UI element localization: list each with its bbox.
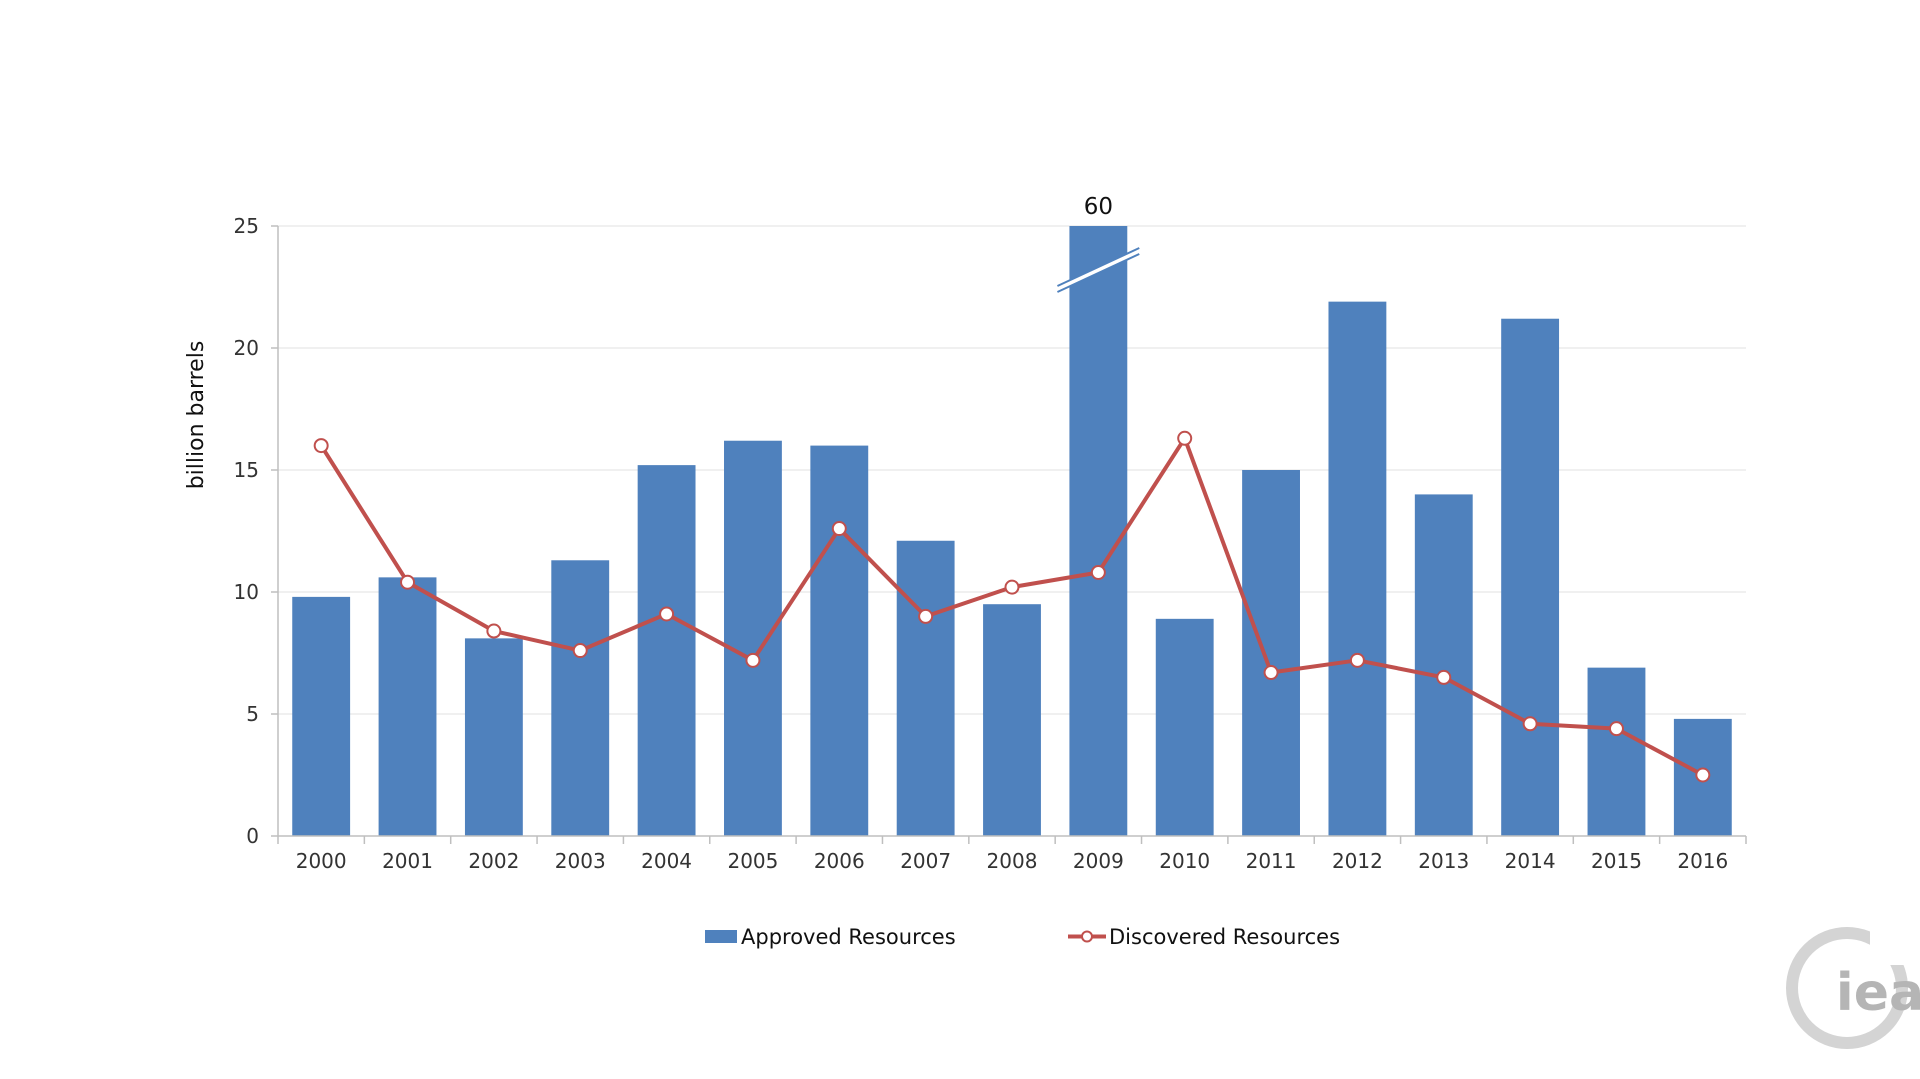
bar <box>1069 226 1128 836</box>
x-tick-label: 2009 <box>1073 849 1124 873</box>
x-tick-label: 2014 <box>1505 849 1556 873</box>
legend-marker-discovered <box>1081 930 1093 943</box>
x-axis-ticks: 2000 2001 2002 2003 2004 2005 2006 2007 2008 2009… <box>277 836 1747 873</box>
bar <box>637 465 696 836</box>
y-tick-label: 15 <box>234 458 259 482</box>
y-tick-label: 25 <box>234 214 259 238</box>
y-tick-label: 20 <box>234 336 259 360</box>
x-tick-label: 2006 <box>814 849 865 873</box>
line-point <box>918 608 934 624</box>
logo-ring <box>1786 927 1908 1049</box>
line-point <box>1436 669 1452 685</box>
y-tick-label: 5 <box>246 702 259 726</box>
line-point <box>400 574 416 590</box>
line-series <box>313 430 1711 783</box>
bar <box>1587 667 1646 836</box>
x-tick-label: 2016 <box>1677 849 1728 873</box>
line-point <box>572 643 588 659</box>
bar <box>896 540 955 836</box>
y-tick-label: 10 <box>234 580 259 604</box>
axis-break-line <box>1057 253 1140 293</box>
axes <box>277 226 1746 837</box>
x-tick-label: 2008 <box>987 849 1038 873</box>
y-tick-label: 0 <box>246 824 259 848</box>
bar <box>292 596 351 836</box>
bar <box>1501 318 1560 837</box>
bar <box>1328 301 1387 836</box>
x-tick-label: 2003 <box>555 849 606 873</box>
line-point <box>1349 652 1365 668</box>
bar-value-label: 60 <box>1084 194 1113 220</box>
line-point <box>1177 430 1193 446</box>
bar <box>1155 618 1214 836</box>
axis-break-gap <box>1057 248 1140 292</box>
line-point <box>1608 721 1624 737</box>
line-point <box>745 652 761 668</box>
axis-break: 60 <box>1057 194 1140 293</box>
x-tick-label: 2010 <box>1159 849 1210 873</box>
x-tick-label: 2000 <box>296 849 347 873</box>
bar <box>551 560 610 836</box>
bar <box>983 604 1041 836</box>
bar <box>724 440 782 836</box>
bar <box>1242 470 1300 836</box>
y-axis-title: billion barrels <box>184 341 209 490</box>
line-point <box>486 623 502 639</box>
bar <box>810 445 869 836</box>
x-tick-label: 2012 <box>1332 849 1383 873</box>
bar <box>1414 494 1473 836</box>
bar-series <box>292 226 1732 837</box>
x-tick-label: 2002 <box>468 849 519 873</box>
legend: Approved Resources Discovered Resources <box>705 925 1340 949</box>
x-tick-label: 2004 <box>641 849 692 873</box>
x-tick-label: 2013 <box>1418 849 1469 873</box>
line-point <box>1522 716 1538 732</box>
logo-text: iea <box>1836 963 1920 1023</box>
x-tick-label: 2007 <box>900 849 951 873</box>
x-tick-label: 2005 <box>727 849 778 873</box>
axis-break-line <box>1057 247 1140 287</box>
legend-label-approved: Approved Resources <box>741 925 956 949</box>
line-point <box>1090 564 1106 580</box>
y-axis-ticks: 0 5 10 15 20 25 <box>234 214 278 848</box>
legend-swatch-approved <box>705 930 737 943</box>
x-tick-label: 2015 <box>1591 849 1642 873</box>
iea-logo: iea <box>1786 925 1920 1049</box>
logo-ring-gap <box>1870 925 1920 965</box>
line-point <box>1695 767 1711 783</box>
legend-label-discovered: Discovered Resources <box>1109 925 1340 949</box>
line-point <box>1004 579 1020 595</box>
x-tick-label: 2011 <box>1246 849 1297 873</box>
line-point <box>1263 665 1279 681</box>
line-point <box>831 521 847 537</box>
bar <box>464 638 523 836</box>
x-tick-label: 2001 <box>382 849 433 873</box>
line-point <box>659 606 675 622</box>
line-point <box>313 438 329 454</box>
bar <box>378 577 437 836</box>
